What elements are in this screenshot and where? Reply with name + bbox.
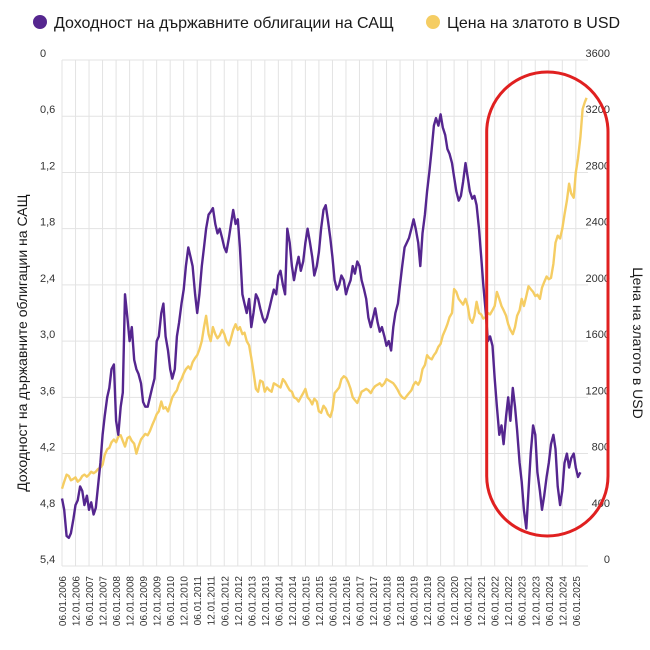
- x-tick-label: 12.01.2010: [180, 576, 191, 626]
- y-right-tick-label: 2400: [586, 217, 610, 229]
- y-right-tick-label: 1200: [586, 385, 610, 397]
- grid: [61, 59, 588, 567]
- legend-marker-yield: [33, 15, 47, 29]
- y-left-tick-label: 4,8: [40, 498, 55, 510]
- y-left-tick-label: 1,8: [40, 217, 55, 229]
- x-tick-label: 06.01.2025: [572, 576, 583, 626]
- legend-label-gold: Цена на златото в USD: [447, 15, 620, 32]
- x-tick-label: 06.01.2014: [274, 576, 285, 626]
- y-right-tick-label: 3600: [586, 48, 610, 60]
- y-left-tick-label: 4,2: [40, 442, 55, 454]
- y-left-tick-label: 5,4: [40, 554, 55, 566]
- x-tick-label: 12.01.2013: [261, 576, 272, 626]
- x-tick-label: 06.01.2011: [193, 576, 204, 626]
- gold-price-line: [60, 97, 588, 490]
- y-left-tick-label: 1,2: [40, 160, 55, 172]
- x-tick-label: 12.01.2015: [315, 576, 326, 626]
- y-right-tick-label: 2000: [586, 273, 610, 285]
- x-tick-label: 06.01.2020: [437, 576, 448, 626]
- y-right-tick-label: 800: [592, 442, 610, 454]
- x-tick-label: 06.01.2016: [328, 576, 339, 626]
- x-tick-label: 06.01.2007: [85, 576, 96, 626]
- x-tick-label: 12.01.2023: [531, 576, 542, 626]
- y-left-tick-label: 2,4: [40, 273, 55, 285]
- x-tick-label: 06.01.2012: [220, 576, 231, 626]
- x-tick-label: 12.01.2014: [288, 576, 299, 626]
- x-tick-label: 06.01.2010: [166, 576, 177, 626]
- y-left-axis-title: Доходност на държавните облигации на САЩ: [14, 194, 30, 491]
- x-tick-label: 06.01.2018: [383, 576, 394, 626]
- x-tick-label: 12.01.2016: [342, 576, 353, 626]
- x-tick-label: 12.01.2019: [423, 576, 434, 626]
- x-tick-label: 12.01.2008: [126, 576, 137, 626]
- x-tick-label: 06.01.2017: [355, 576, 366, 626]
- y-left-ticks: 0 0,6 1,2 1,8 2,4 3,0 3,6 4,2 4,8 5,4: [40, 48, 55, 566]
- x-tick-label: 12.01.2022: [504, 576, 515, 626]
- x-tick-label: 06.01.2022: [491, 576, 502, 626]
- highlight-ellipse: [485, 70, 610, 538]
- x-tick-label: 12.01.2006: [72, 576, 83, 626]
- x-tick-label: 06.01.2024: [545, 576, 556, 626]
- x-tick-label: 12.01.2011: [207, 576, 218, 626]
- legend-label-yield: Доходност на държавните облигации на САЩ: [54, 15, 394, 32]
- x-tick-label: 06.01.2013: [247, 576, 258, 626]
- treasury-yield-line: [60, 113, 582, 540]
- x-ticks: 06.01.2006 12.01.2006 06.01.2007 12.01.2007…: [58, 576, 583, 626]
- x-tick-label: 06.01.2015: [301, 576, 312, 626]
- x-tick-label: 12.01.2024: [558, 576, 569, 626]
- y-left-tick-label: 3,0: [40, 329, 55, 341]
- x-tick-label: 06.01.2008: [112, 576, 123, 626]
- x-tick-label: 06.01.2023: [518, 576, 529, 626]
- y-right-axis-title: Цена на златото в USD: [630, 267, 646, 418]
- y-left-tick-label: 3,6: [40, 385, 55, 397]
- y-right-tick-label: 2800: [586, 160, 610, 172]
- y-left-tick-label: 0,6: [40, 104, 55, 116]
- x-tick-label: 12.01.2009: [153, 576, 164, 626]
- legend-marker-gold: [426, 15, 440, 29]
- x-tick-label: 12.01.2007: [99, 576, 110, 626]
- x-tick-label: 12.01.2017: [369, 576, 380, 626]
- y-right-tick-label: 1600: [586, 329, 610, 341]
- y-left-tick-label: 0: [40, 48, 46, 60]
- x-tick-label: 06.01.2006: [58, 576, 69, 626]
- y-right-tick-label: 0: [604, 554, 610, 566]
- x-tick-label: 12.01.2018: [396, 576, 407, 626]
- x-tick-label: 12.01.2021: [477, 576, 488, 626]
- x-tick-label: 12.01.2020: [450, 576, 461, 626]
- x-tick-label: 06.01.2019: [410, 576, 421, 626]
- x-tick-label: 06.01.2021: [464, 576, 475, 626]
- x-tick-label: 06.01.2009: [139, 576, 150, 626]
- legend: Доходност на държавните облигации на САЩ…: [33, 15, 620, 32]
- x-tick-label: 12.01.2012: [234, 576, 245, 626]
